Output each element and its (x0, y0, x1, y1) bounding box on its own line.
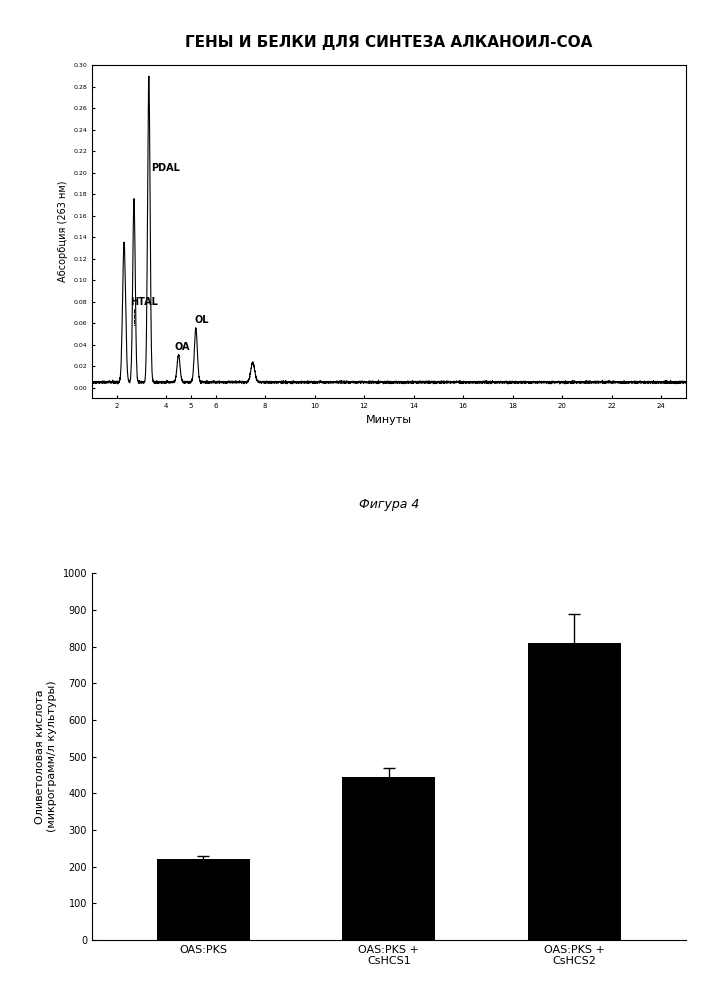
Text: OL: OL (194, 315, 209, 325)
Bar (528, 643, 621, 940)
Text: PDAL: PDAL (151, 163, 180, 173)
Bar (342, 777, 436, 940)
Text: ГЕНЫ И БЕЛКИ ДЛЯ СИНТЕЗА АЛКАНОИЛ-СОА: ГЕНЫ И БЕЛКИ ДЛЯ СИНТЕЗА АЛКАНОИЛ-СОА (185, 35, 592, 50)
Y-axis label: Оливетоловая кислота
(микрограмм/л культуры): Оливетоловая кислота (микрограмм/л культ… (35, 681, 57, 832)
Text: Фигура 4: Фигура 4 (358, 498, 419, 511)
X-axis label: Минуты: Минуты (366, 415, 412, 425)
Text: HTAL: HTAL (130, 297, 158, 307)
Bar (157, 859, 250, 940)
Text: OA: OA (175, 342, 190, 352)
Y-axis label: Абсорбция (263 нм): Абсорбция (263 нм) (57, 181, 68, 282)
